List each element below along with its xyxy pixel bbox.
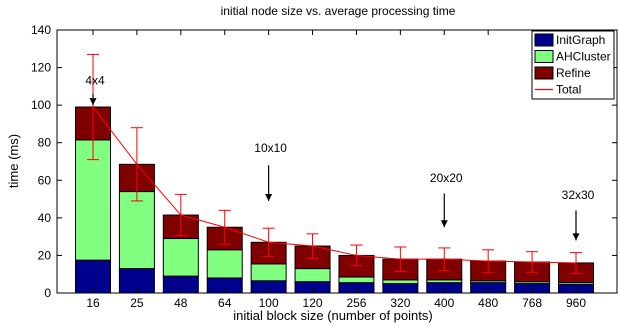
y-tick-label: 60 [38,173,52,187]
x-tick-label: 64 [218,296,232,310]
x-tick-label: 25 [130,296,144,310]
bar-ahcluster-256 [338,276,375,284]
y-axis: 0 20 40 60 80 100 120 140 [31,23,617,300]
bar-ahcluster-25 [118,191,155,270]
annotation-4x4: 4x4 [85,73,105,87]
annotation-20x20: 20x20 [430,171,463,185]
legend-swatch-refine [534,66,554,80]
x-axis-title: initial block size (number of points) [233,308,432,323]
y-tick-label: 0 [44,286,51,300]
error-bar-16 [87,53,99,161]
total-line [92,106,577,264]
error-bar-25 [130,127,143,202]
y-tick-label: 80 [38,136,52,150]
x-tick-label: 480 [478,296,498,310]
legend-label-refine: Refine [556,66,591,80]
x-tick-label: 400 [434,296,454,310]
error-bar-100 [262,227,275,257]
bar-ahcluster-320 [382,279,419,285]
error-bar-48 [174,193,187,237]
legend-label-initgraph: InitGraph [556,33,605,47]
legend-label-ahcluster: AHCluster [556,50,611,64]
error-bar-960 [570,252,582,274]
arrow-icon [89,93,97,106]
arrow-icon [265,165,273,201]
arrow-icon [440,193,448,228]
error-bar-320 [394,246,407,272]
total-line-group [87,53,582,274]
error-bar-120 [306,233,319,259]
y-tick-label: 100 [31,98,51,112]
x-tick-label: 48 [174,296,188,310]
y-tick-label: 40 [38,211,52,225]
y-tick-label: 140 [31,23,51,37]
x-axis: 16 25 48 64 100 120 256 320 400 480 768 960 [86,30,586,310]
error-bar-480 [482,249,495,273]
bars-group [75,106,594,294]
annotations-group: 4x4 10x10 20x20 32x30 [85,73,595,241]
legend-swatch-ahcluster [534,50,554,63]
y-tick-label: 120 [31,61,51,75]
x-tick-label: 100 [259,296,279,310]
x-tick-label: 960 [566,296,586,310]
error-bar-64 [218,209,231,245]
error-bar-400 [438,247,451,271]
chart-title: initial node size vs. average processing… [221,4,456,18]
plot-frame [56,29,618,294]
bar-ahcluster-64 [206,249,243,279]
arrow-icon [572,210,580,241]
y-tick-label: 20 [38,248,52,262]
annotation-32x30: 32x30 [562,188,595,202]
error-bar-768 [526,251,539,273]
x-tick-label: 320 [390,296,410,310]
x-tick-label: 120 [303,296,323,310]
bar-initgraph-16 [75,259,111,294]
y-axis-title: time (ms) [6,134,21,188]
legend: InitGraph AHCluster Refine Total [531,30,615,100]
bar-ahcluster-100 [250,263,287,282]
x-tick-label: 768 [522,296,542,310]
legend-label-total: Total [556,83,581,97]
x-tick-label: 16 [86,296,100,310]
x-tick-label: 256 [346,296,366,310]
annotation-10x10: 10x10 [254,141,287,155]
bar-ahcluster-48 [162,238,199,277]
error-bar-256 [350,244,363,267]
legend-swatch-initgraph [534,33,554,47]
bar-ahcluster-120 [294,268,331,283]
